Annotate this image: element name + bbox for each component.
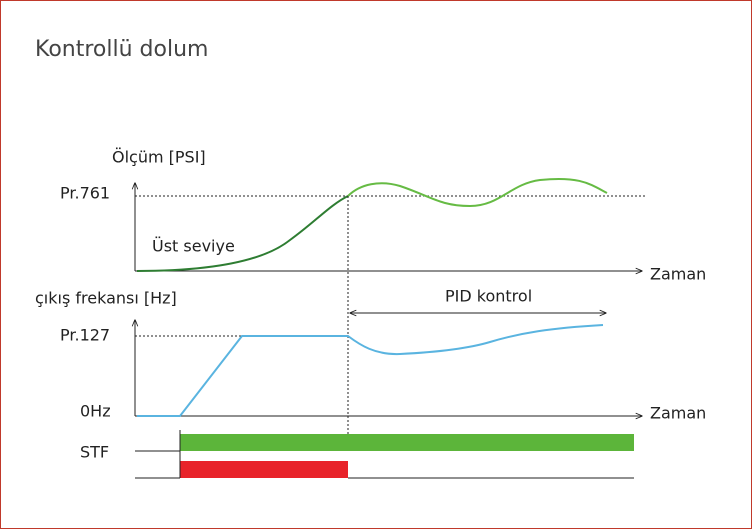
rise-curve	[136, 195, 349, 272]
stf-bar	[180, 434, 634, 451]
level-label: Pr.761	[60, 184, 110, 203]
level-label: Pr.127	[60, 326, 110, 345]
y-label: çıkış frekansı [Hz]	[35, 289, 177, 308]
control-curve	[347, 177, 608, 208]
frequency-curve	[137, 324, 604, 417]
x-label: Zaman	[650, 265, 706, 284]
y-label: Ölçüm [PSI]	[112, 148, 206, 167]
curve-label: Üst seviye	[152, 237, 235, 256]
title: Kontrollü dolum	[35, 37, 208, 62]
x-label: Zaman	[650, 404, 706, 423]
signal-label: STF	[80, 443, 109, 462]
region-label: PID kontrol	[445, 287, 532, 306]
signal-bar	[180, 461, 348, 478]
zero-label: 0Hz	[80, 402, 111, 421]
